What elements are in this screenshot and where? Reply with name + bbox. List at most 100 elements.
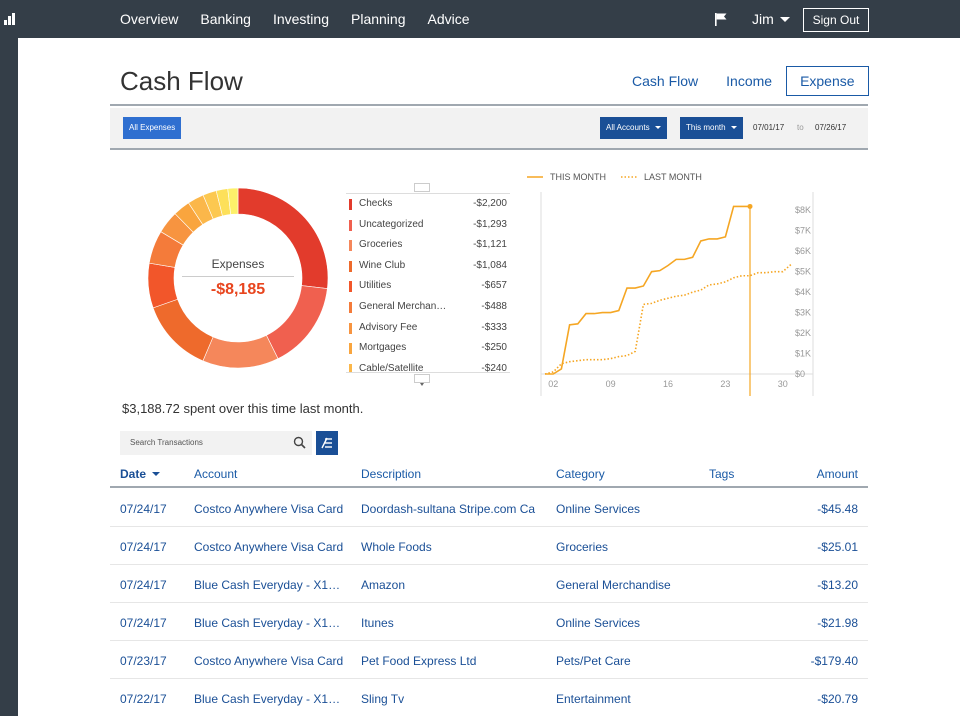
transactions-table-header: Date Account Description Category Tags A…	[110, 458, 868, 488]
filter-list-button[interactable]	[316, 431, 338, 455]
legend-category-name: Uncategorized	[359, 218, 424, 230]
legend-category-name: Wine Club	[359, 259, 406, 271]
table-row[interactable]: 07/24/17 Costco Anywhere Visa Card Whole F…	[110, 527, 868, 565]
nav-advice[interactable]: Advice	[427, 11, 470, 27]
sort-desc-icon	[152, 472, 161, 476]
cell-date: 07/23/17	[120, 654, 167, 668]
cell-description: Amazon	[361, 578, 406, 592]
current-value-point[interactable]	[747, 203, 753, 209]
period-dropdown[interactable]: This month	[680, 117, 743, 139]
legend-item[interactable]: Checks -$2,200	[346, 194, 510, 215]
cell-amount: -$179.40	[810, 654, 858, 668]
cell-amount: -$13.20	[817, 578, 858, 592]
column-header-description[interactable]: Description	[361, 467, 422, 481]
y-tick-label: $8K	[795, 205, 811, 215]
legend-swatch	[349, 301, 352, 313]
donut-slice-other-11[interactable]	[227, 187, 239, 215]
legend-category-name: Utilities	[359, 280, 392, 292]
legend-category-amount: -$333	[481, 321, 507, 333]
nav-overview[interactable]: Overview	[120, 11, 179, 27]
legend-item[interactable]: Mortgages -$250	[346, 338, 510, 359]
column-header-date[interactable]: Date	[120, 467, 161, 481]
legend-last-month: LAST MONTH	[644, 172, 702, 182]
nav-investing[interactable]: Investing	[272, 11, 329, 27]
cell-account: Costco Anywhere Visa Card	[194, 502, 344, 516]
tab-expense[interactable]: Expense	[786, 66, 869, 96]
legend-category-amount: -$2,200	[473, 198, 507, 209]
legend-item[interactable]: Advisory Fee -$333	[346, 318, 510, 339]
donut-label: Expenses	[211, 257, 265, 271]
series-line-last-month[interactable]	[544, 263, 792, 375]
legend-swatch	[349, 219, 352, 231]
cell-category: Entertainment	[556, 692, 631, 706]
legend-category-name: Checks	[359, 198, 393, 209]
date-to-field[interactable]: 07/26/17	[815, 123, 847, 132]
tab-income[interactable]: Income	[726, 73, 773, 89]
series-line-this-month[interactable]	[545, 205, 750, 375]
legend-category-amount: -$1,084	[473, 259, 507, 271]
sign-out-button[interactable]: Sign Out	[803, 8, 869, 32]
cell-description: Itunes	[361, 616, 394, 630]
filter-list-icon	[321, 437, 332, 449]
accounts-dropdown-label: All Accounts	[606, 123, 650, 132]
column-header-tags[interactable]: Tags	[709, 467, 735, 481]
donut-divider	[182, 276, 294, 277]
date-from-field[interactable]: 07/01/17	[753, 123, 785, 132]
column-header-date-label: Date	[120, 467, 147, 481]
legend-swatch	[349, 363, 352, 372]
column-header-amount[interactable]: Amount	[816, 467, 858, 481]
y-tick-label: $1K	[795, 349, 811, 359]
search-input[interactable]: Search Transactions	[130, 438, 203, 447]
app-logo-icon[interactable]	[4, 13, 18, 25]
legend-swatch	[349, 240, 352, 252]
donut-slice-groceries[interactable]	[202, 334, 279, 369]
donut-slice-wine-club[interactable]	[152, 298, 214, 362]
cell-description: Whole Foods	[361, 540, 432, 554]
category-legend: Checks -$2,200 Uncategorized -$1,293 Groceri…	[346, 193, 510, 373]
cell-category: Online Services	[556, 502, 641, 516]
x-tick-label: 23	[720, 379, 730, 389]
chevron-down-icon	[420, 383, 424, 386]
view-tabs: Cash Flow Income Expense	[618, 66, 869, 96]
y-tick-label: $2K	[795, 328, 811, 338]
date-to-label: to	[797, 123, 804, 132]
legend-category-name: Mortgages	[359, 342, 407, 354]
cell-account: Costco Anywhere Visa Card	[194, 540, 344, 554]
legend-item[interactable]: Uncategorized -$1,293	[346, 215, 510, 236]
donut-slice-checks[interactable]	[237, 187, 329, 289]
nav-banking[interactable]: Banking	[200, 11, 251, 27]
y-tick-label: $0	[795, 369, 805, 379]
legend-item[interactable]: General Merchandise -$488	[346, 297, 510, 318]
legend-scroll-down[interactable]	[414, 374, 430, 386]
legend-item[interactable]: Cable/Satellite -$240	[346, 359, 510, 372]
legend-item[interactable]: Groceries -$1,121	[346, 235, 510, 256]
cell-amount: -$20.79	[817, 692, 858, 706]
legend-category-amount: -$250	[481, 342, 507, 354]
legend-item[interactable]: Wine Club -$1,084	[346, 256, 510, 277]
legend-scroll-up[interactable]	[414, 183, 430, 192]
table-row[interactable]: 07/24/17 Blue Cash Everyday - X1005 Itunes…	[110, 603, 868, 641]
accounts-dropdown[interactable]: All Accounts	[600, 117, 667, 139]
user-menu[interactable]: Jim	[752, 0, 790, 38]
table-row[interactable]: 07/24/17 Costco Anywhere Visa Card Doordas…	[110, 489, 868, 527]
flag-icon[interactable]	[714, 12, 728, 26]
table-row[interactable]: 07/22/17 Blue Cash Everyday - X1005 Sling …	[110, 679, 868, 716]
cell-description: Sling Tv	[361, 692, 405, 706]
search-icon[interactable]	[293, 436, 306, 449]
legend-category-name: Advisory Fee	[359, 321, 418, 333]
legend-category-amount: -$1,121	[473, 239, 507, 251]
legend-category-name: General Merchandise	[359, 300, 449, 312]
nav-planning[interactable]: Planning	[351, 11, 406, 27]
filter-divider	[110, 148, 868, 150]
column-header-account[interactable]: Account	[194, 467, 238, 481]
column-header-category[interactable]: Category	[556, 467, 605, 481]
transactions-table-body: 07/24/17 Costco Anywhere Visa Card Doordas…	[110, 489, 868, 716]
table-row[interactable]: 07/23/17 Costco Anywhere Visa Card Pet Foo…	[110, 641, 868, 679]
legend-category-amount: -$657	[481, 280, 507, 292]
cell-date: 07/24/17	[120, 540, 167, 554]
all-expenses-button[interactable]: All Expenses	[123, 117, 182, 139]
search-transactions[interactable]: Search Transactions	[120, 431, 312, 455]
legend-item[interactable]: Utilities -$657	[346, 276, 510, 297]
tab-cash-flow[interactable]: Cash Flow	[632, 73, 699, 89]
table-row[interactable]: 07/24/17 Blue Cash Everyday - X1005 Amazon…	[110, 565, 868, 603]
